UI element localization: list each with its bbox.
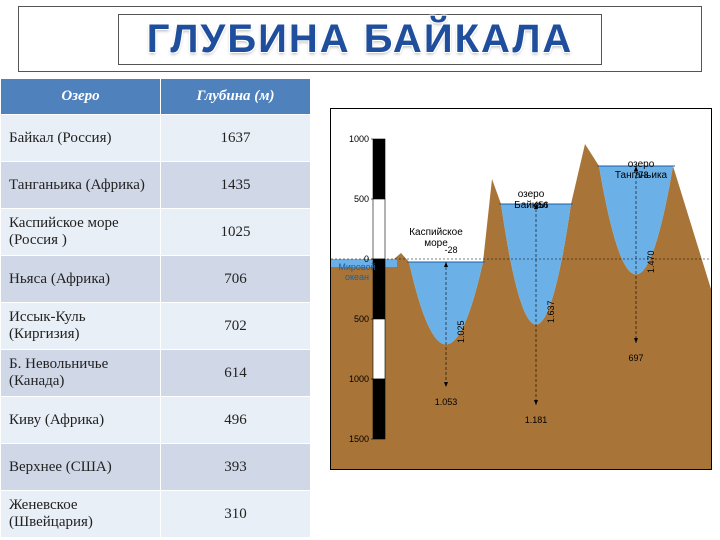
chart-depth-label: 1.637 [546,300,556,323]
chart-label: 456 [521,201,561,211]
table-row: Танганьика (Африка)1435 [1,162,311,209]
svg-text:1000: 1000 [349,374,369,384]
lake-name-cell: Каспийское море (Россия ) [1,209,161,256]
depth-table: Озеро Глубина (м) Байкал (Россия)1637Тан… [0,78,311,538]
lake-name-cell: Танганьика (Африка) [1,162,161,209]
lake-depth-cell: 496 [161,397,311,444]
table-row: Ньяса (Африка)706 [1,256,311,303]
chart-depth-label: 1.025 [456,320,466,343]
svg-text:500: 500 [354,314,369,324]
table-row: Киву (Африка)496 [1,397,311,444]
table-row: Женевское (Швейцария)310 [1,491,311,538]
lake-depth-cell: 310 [161,491,311,538]
svg-text:1.053: 1.053 [435,397,458,407]
svg-text:500: 500 [354,194,369,204]
svg-text:697: 697 [628,353,643,363]
lake-depth-cell: 702 [161,303,311,350]
chart-depth-label: 1.470 [646,250,656,273]
title-frame: ГЛУБИНА БАЙКАЛА [18,6,702,72]
page-title: ГЛУБИНА БАЙКАЛА [118,14,603,65]
col-lake-header: Озеро [1,79,161,115]
chart-label: 773 [621,171,661,181]
lake-depth-cell: 614 [161,350,311,397]
lake-depth-cell: 1025 [161,209,311,256]
table-row: Б. Невольничье (Канада)614 [1,350,311,397]
table-row: Каспийское море (Россия )1025 [1,209,311,256]
lake-name-cell: Женевское (Швейцария) [1,491,161,538]
lake-name-cell: Верхнее (США) [1,444,161,491]
lake-depth-cell: 1637 [161,115,311,162]
svg-text:1500: 1500 [349,434,369,444]
depth-profile-chart: 10005000500100015001.0531.181697Каспийск… [330,108,712,470]
lake-depth-cell: 706 [161,256,311,303]
lake-name-cell: Ньяса (Африка) [1,256,161,303]
chart-label: Мировой океан [333,263,381,283]
lake-depth-cell: 393 [161,444,311,491]
table-row: Иссык-Куль (Киргизия)702 [1,303,311,350]
lake-name-cell: Б. Невольничье (Канада) [1,350,161,397]
lake-depth-cell: 1435 [161,162,311,209]
lake-name-cell: Киву (Африка) [1,397,161,444]
table-row: Верхнее (США)393 [1,444,311,491]
lake-name-cell: Байкал (Россия) [1,115,161,162]
svg-text:1000: 1000 [349,134,369,144]
table-row: Байкал (Россия)1637 [1,115,311,162]
lake-name-cell: Иссык-Куль (Киргизия) [1,303,161,350]
svg-text:1.181: 1.181 [525,415,548,425]
chart-label: -28 [431,246,471,256]
col-depth-header: Глубина (м) [161,79,311,115]
